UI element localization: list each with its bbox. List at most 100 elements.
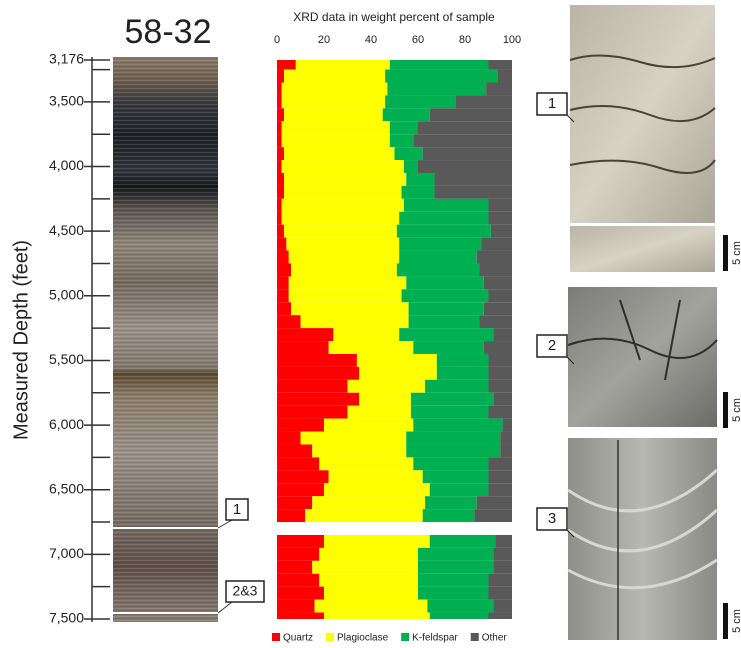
bar-segment [489,406,513,419]
bar-segment [277,535,324,548]
bar-segment [397,225,491,238]
bar-segment [484,341,512,354]
bar-segment [399,328,493,341]
bar-segment [301,432,407,445]
bar-segment [425,496,477,509]
bar-segment [277,173,284,186]
bar-segment [489,587,513,600]
depth-tick-label: 3,500 [49,93,84,109]
depth-tick-label: 5,500 [49,351,84,367]
bar-segment [282,160,404,173]
bar-segment [277,406,348,419]
bar-segment [277,108,284,121]
bar-segment [477,251,512,264]
bar-segment [418,548,493,561]
photo-label: 2 [548,337,556,354]
bar-segment [496,535,512,548]
bar-segment [489,470,513,483]
bar-segment [329,470,423,483]
bar-segment [277,574,319,587]
bar-segment [411,406,489,419]
bar-segment [277,225,284,238]
depth-tick-label: 3,176 [49,51,84,67]
bar-segment [289,276,407,289]
scale-label: 5 cm [731,398,741,422]
bar-segment [312,496,425,509]
bar-segment [437,367,489,380]
bar-segment [277,276,289,289]
bar-segment [413,457,488,470]
bar-segment [296,60,390,70]
percent-tick-label: 80 [459,34,471,46]
marker-label: 2&3 [233,583,258,599]
legend-swatch [326,633,334,641]
bar-segment [486,82,512,95]
bar-segment [277,186,284,199]
photo-label: 3 [548,510,556,527]
bar-segment [277,302,291,315]
bar-segment [383,108,430,121]
bar-segment [305,509,423,522]
bar-segment [277,263,291,276]
bar-segment [289,251,399,264]
bar-segment [348,406,411,419]
bar-segment [284,186,402,199]
bar-segment [277,419,324,432]
bar-segment [277,82,282,95]
bar-segment [493,600,512,613]
bar-segment [479,263,512,276]
core-photo [568,438,717,640]
core-photo [570,5,715,223]
bar-segment [489,367,513,380]
core-photo [570,226,715,272]
bar-segment [291,263,397,276]
xrd-title: XRD data in weight percent of sample [293,10,495,24]
bar-segment [277,354,357,367]
bar-segment [406,173,434,186]
bar-segment [390,121,418,134]
bar-segment [489,574,513,587]
bar-segment [277,134,282,147]
bar-segment [277,289,289,302]
legend-label: Plagioclase [337,633,389,644]
bar-segment [425,380,488,393]
bar-segment [282,134,390,147]
bar-segment [385,95,456,108]
depth-tick-label: 4,500 [49,222,84,238]
bar-segment [282,95,385,108]
bar-segment [399,212,488,225]
bar-segment [284,108,383,121]
bar-segment [489,60,513,70]
bar-segment [284,173,406,186]
figure: 58-32 XRD data in weight percent of samp… [0,0,741,648]
bar-segment [500,444,512,457]
bar-segment [324,587,418,600]
bar-segment [387,82,486,95]
bar-segment [489,457,513,470]
bar-segment [277,367,359,380]
bar-segment [289,289,402,302]
marker-label: 1 [233,501,241,518]
bar-segment [277,199,282,212]
bar-segment [324,483,430,496]
bar-segment [277,444,312,457]
depth-tick-label: 6,000 [49,416,84,432]
bar-segment [418,587,489,600]
core-log-texture [113,57,218,622]
bar-segment [319,548,418,561]
bar-segment [291,302,409,315]
legend-swatch [471,633,479,641]
legend-swatch [272,633,280,641]
bar-segment [333,328,399,341]
bar-segment [324,419,413,432]
bar-segment [348,380,426,393]
bar-segment [479,315,512,328]
bar-segment [385,70,498,83]
bar-segment [413,419,502,432]
bar-segment [277,496,312,509]
bar-segment [489,354,513,367]
bar-segment [277,509,305,522]
bar-segment [312,444,406,457]
bar-segment [503,419,512,432]
bar-segment [430,535,496,548]
